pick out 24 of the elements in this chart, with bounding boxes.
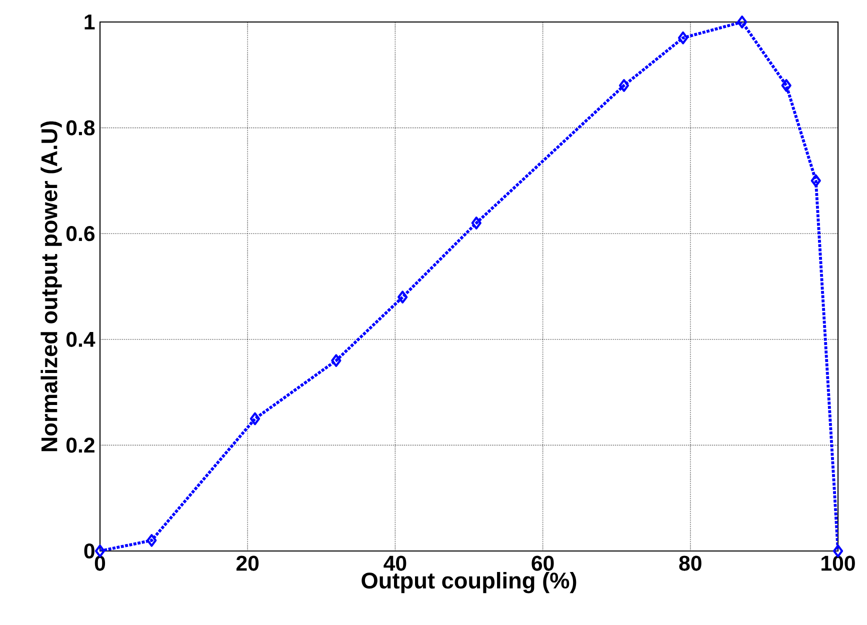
point	[471, 216, 482, 230]
point	[618, 79, 630, 92]
y-tick-label: 0.2	[66, 438, 94, 453]
x-tick-label: 100	[822, 556, 855, 571]
x-tick-label: 80	[679, 556, 702, 571]
y-tick-label: 1	[84, 14, 95, 30]
point	[737, 16, 748, 28]
point	[250, 412, 260, 426]
y-tick-label: 0.6	[66, 226, 95, 242]
point	[781, 79, 792, 92]
y-axis-title: Normalized output power (A.U)	[40, 121, 62, 452]
point	[398, 290, 408, 304]
point	[146, 534, 157, 547]
y-tick-label: 0.4	[66, 332, 96, 347]
x-tick-label: 20	[236, 556, 259, 571]
y-tick-label: 0.8	[66, 120, 95, 136]
point	[678, 31, 688, 44]
point	[331, 354, 342, 367]
x-tick-label: 40	[384, 556, 406, 571]
y-tick-label: 0	[84, 543, 94, 559]
x-tick-label: 0	[94, 556, 106, 571]
x-axis-title: Output coupling (%)	[362, 572, 576, 594]
x-tick-label: 60	[532, 556, 554, 571]
point	[810, 174, 821, 188]
